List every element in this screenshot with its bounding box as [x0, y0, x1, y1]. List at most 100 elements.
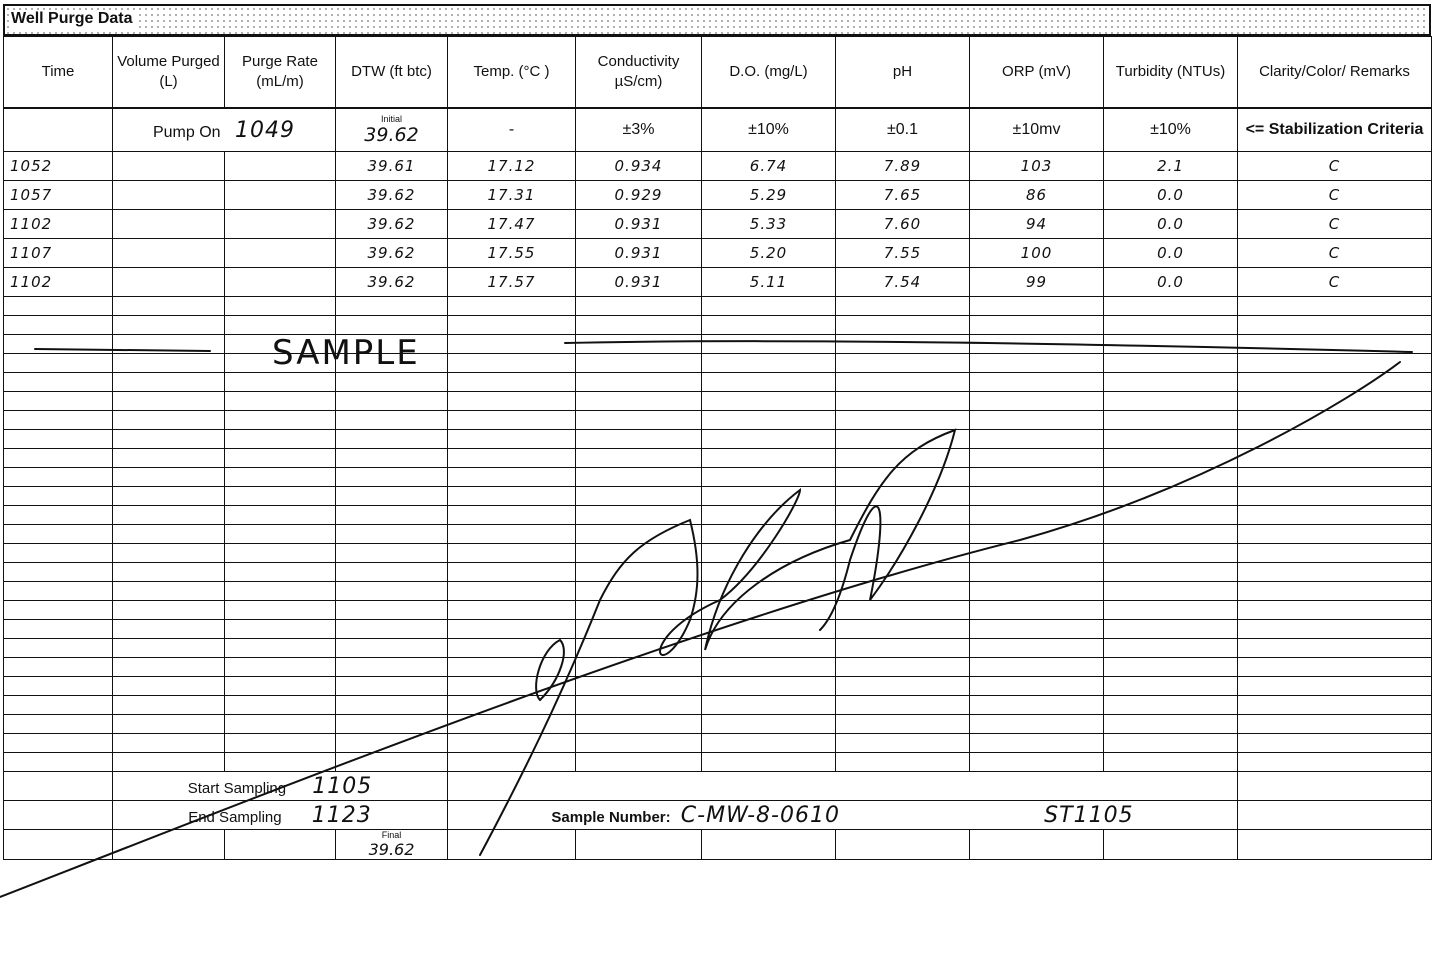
form-title: Well Purge Data [9, 10, 135, 28]
dtw-final-label: Final [381, 830, 402, 841]
reading-turbidity: 2.1 [1103, 151, 1238, 181]
criteria-do: ±10% [701, 107, 836, 152]
reading-do: 5.33 [701, 209, 836, 239]
criteria-ph: ±0.1 [835, 107, 970, 152]
blank-row [3, 619, 1432, 639]
dtw-initial-value: 39.62 [364, 124, 419, 146]
dtw-final-cell: Final 39.62 [335, 829, 448, 860]
end-sampling-cell: End Sampling 1123 [112, 800, 448, 830]
reading-dtw: 39.62 [335, 238, 448, 268]
criteria-turbidity: ±10% [1103, 107, 1238, 152]
blank-row [3, 752, 1432, 772]
blank-row [3, 372, 1432, 392]
reading-turbidity: 0.0 [1103, 209, 1238, 239]
header-conductivity: Conductivity µS/cm) [575, 36, 702, 109]
pump-on-label: Pump On [152, 123, 221, 141]
reading-do: 6.74 [701, 151, 836, 181]
reading-conductivity: 0.929 [575, 180, 702, 210]
reading-dtw: 39.62 [335, 267, 448, 297]
start-sampling-label: Start Sampling [187, 779, 287, 797]
blank-row [3, 505, 1432, 525]
reading-orp: 86 [969, 180, 1104, 210]
start-sampling-row: Start Sampling 1105 [3, 771, 1432, 801]
reading-temp: 17.55 [447, 238, 576, 268]
reading-dtw: 39.61 [335, 151, 448, 181]
well-purge-form: Well Purge Data Time Volume Purged (L) P… [3, 4, 1432, 961]
reading-do: 5.20 [701, 238, 836, 268]
pump-on-cell: Pump On 1049 [112, 107, 336, 152]
sample-number-label: Sample Number: [551, 808, 671, 826]
reading-temp: 17.57 [447, 267, 576, 297]
blank-row [3, 562, 1432, 582]
reading-conductivity: 0.934 [575, 151, 702, 181]
reading-orp: 94 [969, 209, 1104, 239]
reading-dtw: 39.62 [335, 209, 448, 239]
header-purge-rate: Purge Rate (mL/m) [224, 36, 336, 109]
reading-ph: 7.65 [835, 180, 970, 210]
reading-conductivity: 0.931 [575, 267, 702, 297]
reading-clarity: C [1237, 151, 1432, 181]
form-title-bar: Well Purge Data [3, 4, 1431, 36]
blank-row [3, 391, 1432, 411]
blank-row [3, 657, 1432, 677]
reading-ph: 7.55 [835, 238, 970, 268]
final-row: Final 39.62 [3, 829, 1432, 860]
header-dtw: DTW (ft btc) [335, 36, 448, 109]
reading-conductivity: 0.931 [575, 209, 702, 239]
blank-row [3, 695, 1432, 715]
reading-conductivity: 0.931 [575, 238, 702, 268]
dtw-initial-label: Initial [380, 114, 402, 124]
stabilization-criteria-label: <= Stabilization Criteria [1237, 107, 1432, 152]
header-row: Time Volume Purged (L) Purge Rate (mL/m)… [3, 36, 1432, 109]
start-sampling-cell: Start Sampling 1105 [112, 771, 448, 801]
reading-row: 1102 39.62 17.57 0.931 5.11 7.54 99 0.0 C [3, 267, 1432, 297]
blank-row [3, 676, 1432, 696]
reading-row: 1057 39.62 17.31 0.929 5.29 7.65 86 0.0 C [3, 180, 1432, 210]
reading-ph: 7.60 [835, 209, 970, 239]
reading-turbidity: 0.0 [1103, 267, 1238, 297]
blank-row [3, 600, 1432, 620]
reading-orp: 103 [969, 151, 1104, 181]
blank-row [3, 638, 1432, 658]
header-turbidity: Turbidity (NTUs) [1103, 36, 1238, 109]
reading-do: 5.11 [701, 267, 836, 297]
blank-row [3, 486, 1432, 506]
reading-ph: 7.54 [835, 267, 970, 297]
blank-row [3, 733, 1432, 753]
blank-row [3, 410, 1432, 430]
criteria-temp: - [447, 107, 576, 152]
reading-clarity: C [1237, 180, 1432, 210]
reading-clarity: C [1237, 267, 1432, 297]
blank-row [3, 429, 1432, 449]
reading-temp: 17.47 [447, 209, 576, 239]
blank-row [3, 524, 1432, 544]
reading-ph: 7.89 [835, 151, 970, 181]
blank-row [3, 296, 1432, 316]
pump-on-time: 1049 [235, 117, 296, 143]
criteria-orp: ±10mv [969, 107, 1104, 152]
blank-row [3, 467, 1432, 487]
sample-time-note: ST1105 [1044, 802, 1134, 828]
blank-row [3, 581, 1432, 601]
reading-row: 1052 39.61 17.12 0.934 6.74 7.89 103 2.1 C [3, 151, 1432, 181]
sample-number-value: C-MW-8-0610 [680, 802, 840, 828]
header-temp: Temp. (°C ) [447, 36, 576, 109]
reading-temp: 17.12 [447, 151, 576, 181]
blank-row [3, 353, 1432, 373]
reading-dtw: 39.62 [335, 180, 448, 210]
reading-temp: 17.31 [447, 180, 576, 210]
reading-row: 1102 39.62 17.47 0.931 5.33 7.60 94 0.0 C [3, 209, 1432, 239]
reading-orp: 99 [969, 267, 1104, 297]
blank-row [3, 714, 1432, 734]
reading-time: 1102 [3, 267, 113, 297]
criteria-conductivity: ±3% [575, 107, 702, 152]
reading-do: 5.29 [701, 180, 836, 210]
reading-clarity: C [1237, 238, 1432, 268]
reading-time: 1057 [3, 180, 113, 210]
blank-row [3, 543, 1432, 563]
header-ph: pH [835, 36, 970, 109]
reading-turbidity: 0.0 [1103, 238, 1238, 268]
reading-time: 1052 [3, 151, 113, 181]
reading-turbidity: 0.0 [1103, 180, 1238, 210]
header-volume: Volume Purged (L) [112, 36, 225, 109]
